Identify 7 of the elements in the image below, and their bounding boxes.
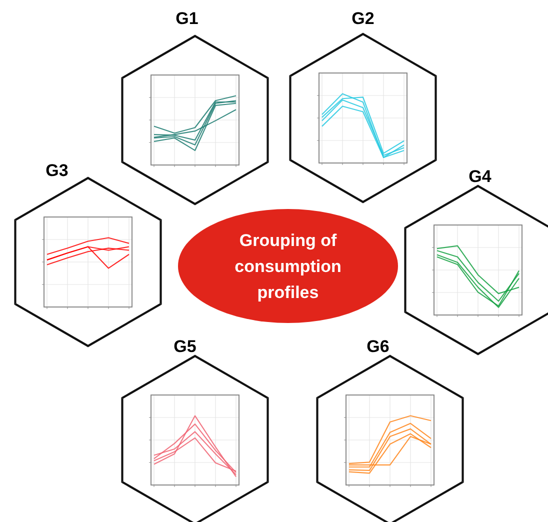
chart-title: G2 — [352, 9, 374, 28]
text: Grouping of consumption profiles — [234, 231, 342, 302]
chart-title: G1 — [176, 9, 198, 28]
chart-title: G4 — [468, 167, 492, 186]
chart-title: G6 — [366, 337, 390, 356]
chart-title: G3 — [46, 161, 68, 180]
chart-title: G5 — [174, 337, 196, 356]
